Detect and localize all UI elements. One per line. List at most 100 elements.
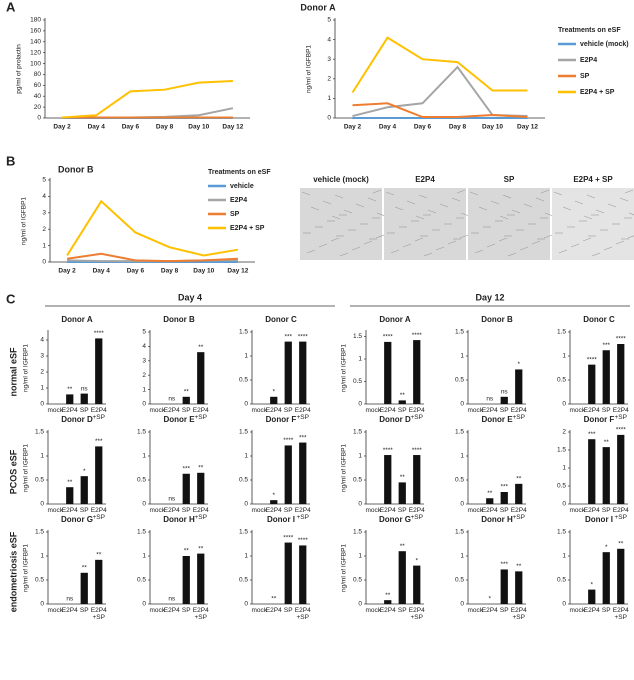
x-label-box: mock	[251, 507, 267, 514]
bar	[284, 542, 292, 604]
legend-title: Treatments on eSF	[558, 27, 621, 34]
y-tick-label: 0.5	[557, 377, 566, 384]
x-label-box: E2P4 +SP	[193, 607, 209, 621]
cell-texture	[591, 252, 601, 257]
y-tick-label: 1	[358, 453, 362, 460]
significance-label: ****	[283, 534, 294, 541]
cell-texture	[624, 189, 634, 194]
y-axis-label: ng/ml of IGFBP1	[341, 544, 348, 592]
significance-label: ns	[168, 396, 176, 403]
x-tick-label: E2P4	[583, 407, 600, 414]
y-tick-label: 1.5	[455, 429, 464, 436]
x-tick-label: Day 4	[379, 124, 397, 131]
x-label-box: E2P4 +SP	[511, 607, 527, 621]
y-tick-label: 1.5	[239, 329, 248, 336]
significance-label: **	[82, 565, 88, 572]
y-tick-label: 0.5	[557, 577, 566, 584]
cell-texture	[507, 252, 517, 257]
x-label-box: E2P4 +SP	[91, 607, 107, 621]
y-tick-label: 0	[460, 601, 464, 608]
legend-label: E2P4 + SP	[230, 225, 265, 232]
x-label-box: E2P4 +SP	[613, 407, 629, 421]
x-label-box: E2P4 +SP	[193, 507, 209, 521]
significance-label: **	[67, 479, 73, 486]
y-tick-label: 0	[460, 401, 464, 408]
legend-title: Treatments on eSF	[208, 169, 271, 176]
bar	[515, 483, 523, 504]
cell-texture	[459, 234, 469, 239]
y-tick-label: 4	[40, 337, 44, 344]
y-tick-label: 0.5	[455, 477, 464, 484]
x-tick-label: E2P4	[481, 607, 498, 614]
significance-label: ***	[588, 431, 596, 438]
chart-title: Donor A	[300, 2, 336, 12]
x-label-box: E2P4 +SP	[295, 507, 311, 521]
bar	[602, 552, 610, 604]
cell-texture	[523, 203, 533, 208]
significance-label: *	[488, 596, 491, 603]
y-tick-label: 0	[244, 401, 248, 408]
y-tick-label: 0.5	[353, 477, 362, 484]
y-tick-label: 160	[30, 28, 41, 35]
cell-texture	[553, 191, 563, 196]
x-tick-label: E2P4	[379, 407, 396, 414]
bar	[270, 396, 278, 404]
x-label-box: E2P4 +SP	[295, 407, 311, 421]
x-label-box: SP	[500, 507, 509, 514]
x-tick-label: E2P4	[481, 407, 498, 414]
significance-label: **	[604, 439, 610, 446]
x-tick-label: Day 12	[517, 124, 538, 131]
cell-texture	[439, 203, 449, 208]
y-tick-label: 1	[358, 356, 362, 363]
micrograph-image	[384, 188, 466, 260]
legend-label: vehicle	[230, 183, 254, 190]
significance-label: ns	[168, 596, 176, 603]
x-label-box: mock	[569, 407, 585, 414]
x-tick-label: E2P4 +SP	[408, 407, 425, 421]
cell-texture	[456, 189, 466, 194]
significance-label: ns	[66, 596, 74, 603]
y-tick-label: 1.5	[557, 329, 566, 336]
significance-label: ****	[383, 334, 394, 341]
x-label-box: SP	[602, 507, 611, 514]
cell-texture	[310, 206, 320, 211]
cell-texture	[435, 246, 445, 251]
cell-texture	[595, 209, 605, 214]
y-tick-label: 1.5	[353, 529, 362, 536]
x-tick-label: mock	[365, 407, 382, 414]
cell-texture	[574, 200, 584, 205]
y-tick-label: 1	[327, 95, 331, 102]
x-tick-label: E2P4 +SP	[510, 507, 527, 521]
bar	[602, 350, 610, 404]
y-tick-label: 0	[37, 115, 41, 122]
x-label-box: E2P4	[61, 507, 78, 514]
micrograph-image	[468, 188, 550, 260]
significance-label: ****	[298, 537, 309, 544]
x-tick-label: SP	[79, 507, 89, 514]
y-tick-label: 3	[40, 353, 44, 360]
chart-title: Donor I	[267, 515, 295, 524]
cell-texture	[351, 246, 361, 251]
cell-texture	[330, 237, 340, 242]
cell-texture	[607, 203, 617, 208]
y-tick-label: 0.5	[137, 477, 146, 484]
x-label-box: E2P4 +SP	[510, 507, 527, 521]
x-tick-label: mock	[365, 607, 382, 614]
chart-title: Donor E	[481, 415, 513, 424]
cell-texture	[376, 212, 386, 217]
significance-label: **	[184, 548, 190, 555]
bar	[384, 341, 392, 404]
x-label-box: mock	[149, 507, 165, 514]
significance-label: ***	[500, 561, 508, 568]
significance-label: ***	[284, 333, 292, 340]
y-tick-label: 1.5	[455, 329, 464, 336]
x-tick-label: E2P4	[61, 507, 78, 514]
x-label-box: SP	[80, 607, 89, 614]
x-label-box: SP	[80, 407, 89, 414]
x-tick-label: SP	[181, 407, 191, 414]
cell-texture	[394, 206, 404, 211]
y-tick-label: 0.5	[455, 377, 464, 384]
y-axis-label: ng/ml of IGFBP1	[23, 344, 30, 392]
x-label-box: SP	[500, 607, 509, 614]
bar	[384, 600, 392, 604]
